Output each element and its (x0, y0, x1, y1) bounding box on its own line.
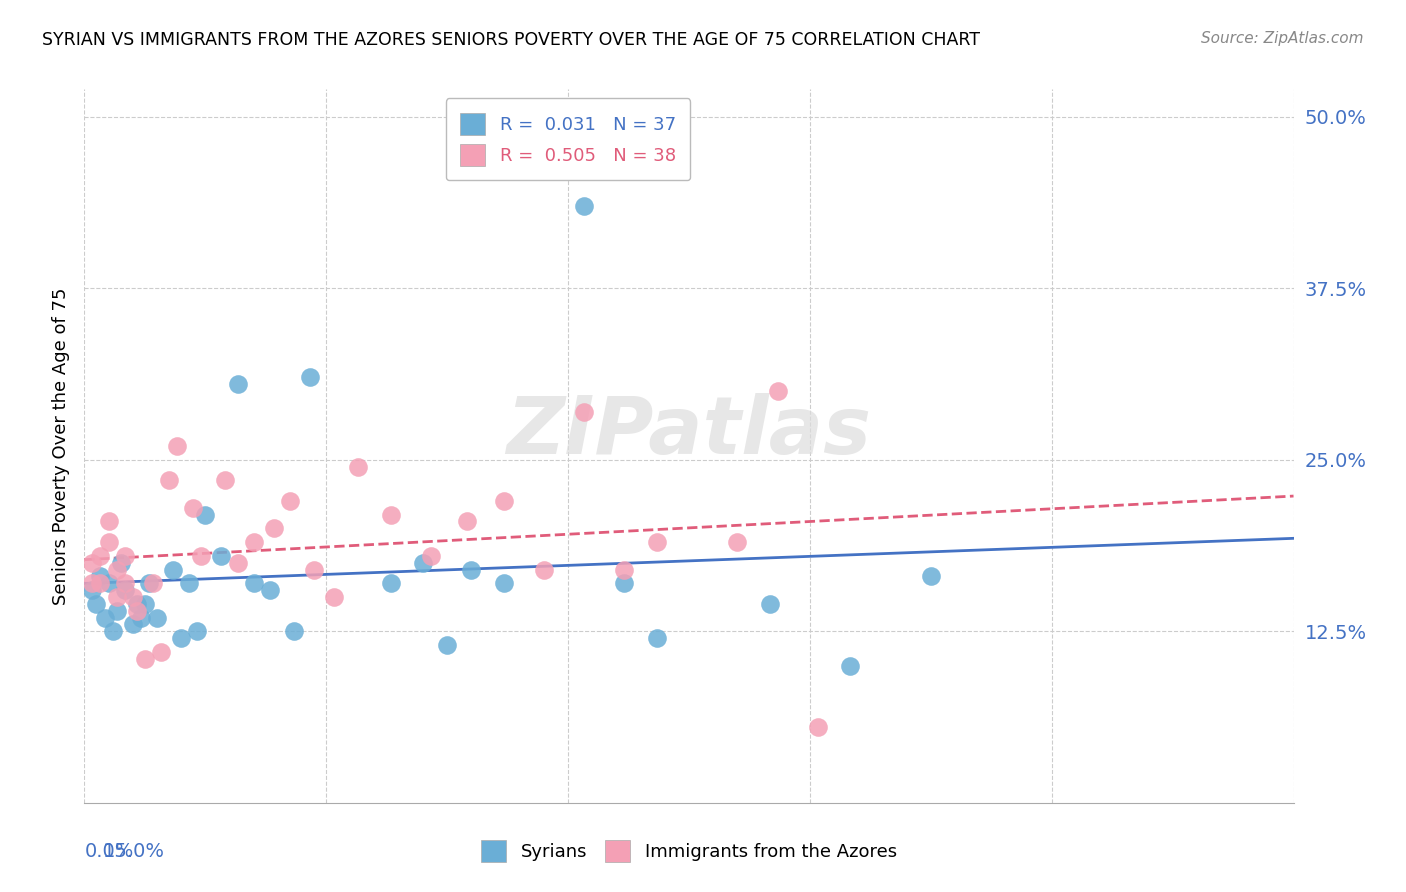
Point (89, 569, 111, 583)
Point (142, 576, 165, 591)
Point (214, 473, 236, 487)
Point (121, 590, 143, 604)
Point (492, 576, 515, 591)
Point (380, 576, 402, 591)
Point (179, 576, 201, 591)
Text: 0.0%: 0.0% (84, 842, 134, 861)
Point (101, 624, 124, 639)
Point (613, 576, 636, 591)
Point (259, 583, 281, 598)
Text: ZIPatlas: ZIPatlas (506, 392, 872, 471)
Point (766, 384, 789, 398)
Point (97, 535, 120, 549)
Legend: R =  0.031   N = 37, R =  0.505   N = 38: R = 0.031 N = 37, R = 0.505 N = 38 (446, 98, 690, 180)
Point (82, 583, 104, 598)
Point (162, 562, 184, 576)
Point (645, 631, 668, 645)
Point (412, 556, 434, 570)
Point (89, 576, 111, 591)
Point (97, 515, 120, 529)
Point (302, 562, 325, 576)
Point (170, 631, 193, 645)
Point (839, 658, 862, 673)
Point (278, 494, 301, 508)
Point (190, 549, 212, 563)
Point (146, 610, 169, 624)
Point (209, 549, 232, 563)
Point (93, 610, 115, 624)
Point (460, 562, 482, 576)
Point (194, 508, 217, 522)
Point (347, 459, 370, 474)
Point (572, 199, 595, 213)
Point (725, 535, 748, 549)
Point (157, 473, 180, 487)
Legend: Syrians, Immigrants from the Azores: Syrians, Immigrants from the Azores (474, 833, 904, 870)
Point (242, 576, 264, 591)
Text: SYRIAN VS IMMIGRANTS FROM THE AZORES SENIORS POVERTY OVER THE AGE OF 75 CORRELAT: SYRIAN VS IMMIGRANTS FROM THE AZORES SEN… (42, 31, 980, 49)
Point (920, 569, 942, 583)
Point (263, 521, 285, 535)
Point (97, 576, 120, 591)
Point (492, 494, 515, 508)
Point (226, 377, 249, 392)
Point (613, 562, 636, 576)
Point (645, 535, 668, 549)
Point (82, 556, 104, 570)
Text: Source: ZipAtlas.com: Source: ZipAtlas.com (1201, 31, 1364, 46)
Point (114, 576, 136, 591)
Point (283, 624, 305, 639)
Point (86, 597, 108, 611)
Point (105, 590, 128, 604)
Point (572, 405, 595, 419)
Point (323, 590, 346, 604)
Point (299, 370, 322, 384)
Point (186, 624, 208, 639)
Point (105, 604, 128, 618)
Point (807, 720, 830, 734)
Point (181, 500, 204, 515)
Point (82, 576, 104, 591)
Point (758, 597, 780, 611)
Point (380, 508, 402, 522)
Point (125, 604, 148, 618)
Point (114, 583, 136, 598)
Point (242, 535, 264, 549)
Point (89, 549, 111, 563)
Point (226, 556, 249, 570)
Point (456, 515, 478, 529)
Point (134, 651, 156, 665)
Point (110, 556, 132, 570)
Point (166, 439, 188, 453)
Y-axis label: Seniors Poverty Over the Age of 75: Seniors Poverty Over the Age of 75 (52, 287, 70, 605)
Point (125, 597, 148, 611)
Text: 15.0%: 15.0% (103, 842, 165, 861)
Point (134, 597, 156, 611)
Point (129, 610, 152, 624)
Point (138, 576, 160, 591)
Point (114, 549, 136, 563)
Point (533, 562, 555, 576)
Point (105, 562, 128, 576)
Point (121, 617, 143, 632)
Point (420, 549, 443, 563)
Point (149, 645, 172, 659)
Point (436, 638, 458, 652)
